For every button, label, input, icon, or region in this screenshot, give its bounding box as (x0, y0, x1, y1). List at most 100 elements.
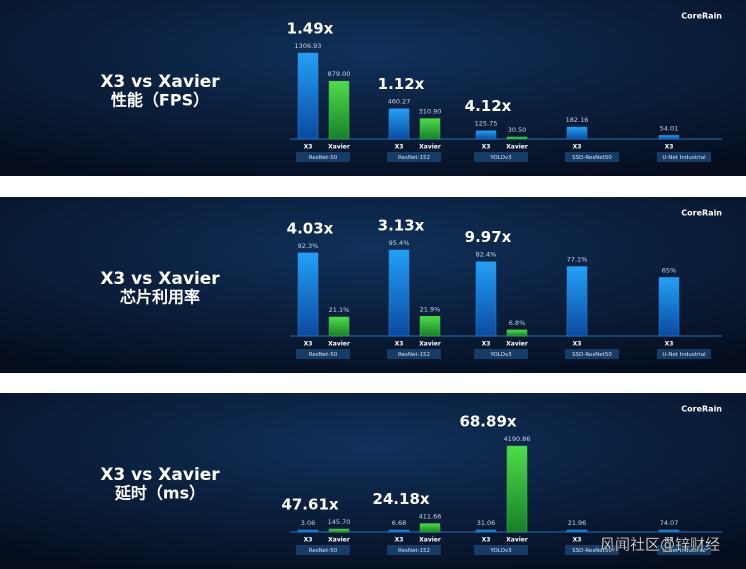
category-box (657, 152, 711, 162)
series-label: Xavier (506, 144, 528, 151)
logo: CoreRain (681, 12, 722, 21)
value-label: 6.8% (509, 319, 526, 327)
category-box (387, 349, 441, 359)
value-label: 65% (662, 266, 676, 274)
bar (658, 135, 680, 140)
category-box (565, 349, 619, 359)
series-label: Xavier (328, 144, 350, 151)
bar (506, 136, 528, 140)
value-label: 21.1% (329, 306, 350, 314)
bar (506, 329, 528, 337)
series-label: X3 (304, 341, 313, 348)
ratio-label: 4.03x (287, 219, 334, 237)
category-box (565, 545, 619, 555)
bar (297, 52, 319, 140)
ratio-label: 3.13x (378, 217, 425, 235)
ratio-label: 9.97x (465, 228, 512, 246)
bar (328, 528, 350, 533)
value-label: 182.16 (566, 116, 589, 124)
value-label: 92.3% (298, 242, 319, 250)
value-label: 21.96 (568, 519, 587, 527)
category-box (296, 152, 350, 162)
chart-title: X3 vs Xavier (100, 465, 220, 485)
bar (388, 108, 410, 140)
series-label: X3 (482, 341, 491, 348)
series-label: X3 (573, 537, 582, 544)
value-label: 411.66 (419, 513, 442, 521)
panel-background (0, 197, 746, 373)
series-label: X3 (482, 144, 491, 151)
category-label: ResNet-50 (309, 352, 338, 358)
series-label: X3 (395, 144, 404, 151)
series-label: X3 (665, 144, 674, 151)
series-label: X3 (304, 144, 313, 151)
bar (566, 529, 588, 533)
series-label: X3 (665, 341, 674, 348)
bar (658, 529, 680, 533)
series-label: X3 (665, 537, 674, 544)
watermark: 风闻社区@锌财经 (600, 536, 720, 554)
series-label: Xavier (419, 144, 441, 151)
bar (297, 252, 319, 337)
chart-title: X3 vs Xavier (100, 72, 220, 92)
value-label: 145.70 (328, 518, 351, 526)
bar (566, 126, 588, 140)
category-box (296, 349, 350, 359)
chart-subtitle: 延时（ms） (114, 484, 205, 503)
value-label: 1306.93 (295, 42, 322, 50)
panel-background (0, 0, 746, 176)
ratio-label: 24.18x (372, 490, 429, 508)
bar (297, 529, 319, 533)
value-label: 310.90 (419, 108, 442, 116)
category-label: U-Net Industrial (662, 352, 706, 358)
bar (328, 316, 350, 337)
value-label: 54.01 (660, 124, 679, 132)
value-label: 3.06 (301, 519, 315, 527)
chart-title: X3 vs Xavier (100, 269, 220, 289)
category-box (387, 152, 441, 162)
bar (506, 445, 528, 533)
panel-background (0, 393, 746, 569)
category-label: YOLOv3 (489, 548, 512, 554)
series-label: X3 (395, 537, 404, 544)
category-box (474, 152, 528, 162)
category-label: ResNet-50 (309, 548, 338, 554)
ratio-label: 4.12x (465, 97, 512, 115)
logo: CoreRain (681, 405, 722, 414)
series-label: X3 (573, 144, 582, 151)
value-label: 31.06 (477, 519, 496, 527)
value-label: 460.27 (388, 98, 411, 106)
category-label: YOLOv3 (489, 155, 512, 161)
series-label: Xavier (328, 537, 350, 544)
category-box (296, 545, 350, 555)
series-label: Xavier (419, 537, 441, 544)
value-label: 77.1% (567, 255, 588, 263)
value-label: 82.4% (476, 251, 497, 259)
chart-subtitle: 芯片利用率 (120, 288, 200, 307)
category-box (474, 349, 528, 359)
series-label: X3 (304, 537, 313, 544)
value-label: 30.50 (508, 126, 527, 134)
category-label: SSD-ResNet50 (572, 155, 612, 161)
chart-subtitle: 性能（FPS） (111, 91, 209, 110)
category-box (474, 545, 528, 555)
logo: CoreRain (681, 209, 722, 218)
bar (419, 118, 441, 140)
bar (475, 529, 497, 533)
category-box (657, 545, 711, 555)
series-label: X3 (482, 537, 491, 544)
bar (566, 266, 588, 337)
category-box (657, 349, 711, 359)
category-box (565, 152, 619, 162)
category-label: ResNet-50 (309, 155, 338, 161)
bar (658, 277, 680, 337)
category-label: U-Net Industrial (662, 155, 706, 161)
bar (328, 80, 350, 140)
value-label: 6.68 (392, 519, 406, 527)
ratio-label: 1.49x (287, 20, 334, 38)
bar (475, 261, 497, 337)
series-label: Xavier (506, 341, 528, 348)
category-label: ResNet-152 (398, 155, 430, 161)
